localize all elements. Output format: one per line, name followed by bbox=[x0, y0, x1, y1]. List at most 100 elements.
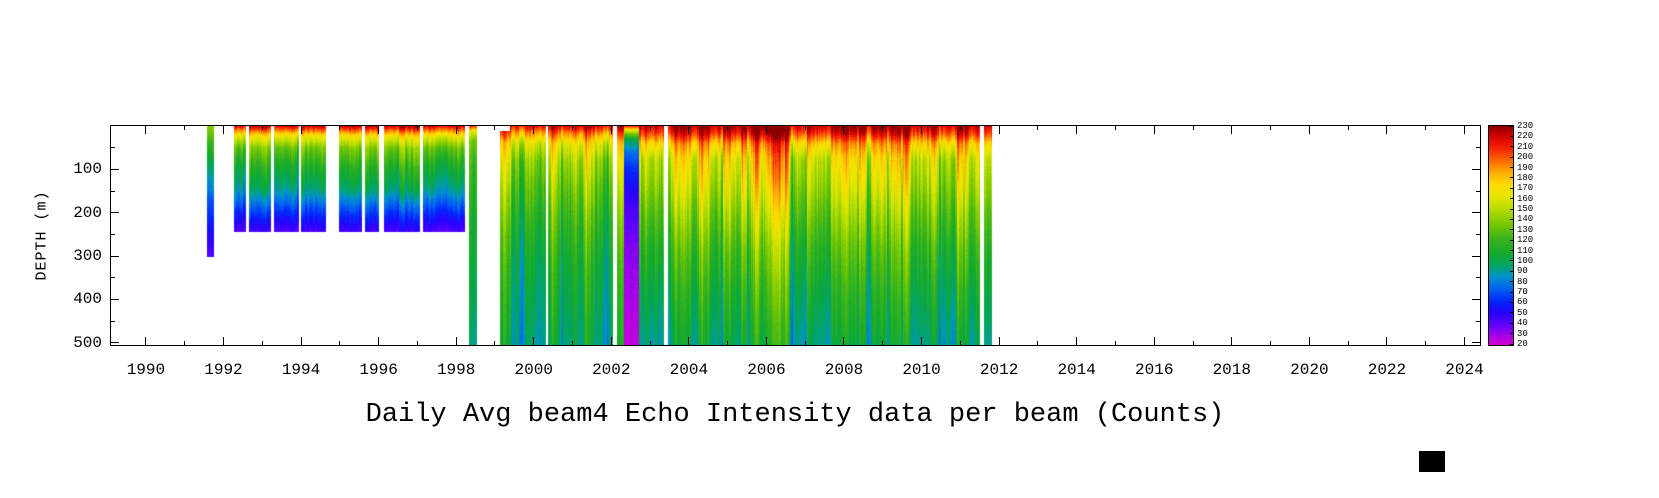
colorbar-tick-label: 230 bbox=[1517, 121, 1534, 131]
colorbar-tick-label: 40 bbox=[1517, 318, 1528, 329]
y-minor-tick bbox=[111, 190, 115, 192]
colorbar-tick bbox=[1510, 322, 1513, 324]
x-major-tick bbox=[610, 337, 612, 345]
colorbar-tick bbox=[1510, 291, 1513, 293]
x-major-tick bbox=[1463, 126, 1465, 134]
x-tick-label: 1996 bbox=[359, 361, 398, 379]
x-minor-tick bbox=[1347, 341, 1349, 345]
colorbar-tick bbox=[1510, 250, 1513, 252]
x-major-tick bbox=[300, 337, 302, 345]
colorbar-tick-label: 160 bbox=[1517, 193, 1534, 204]
x-minor-tick bbox=[572, 126, 573, 130]
y-minor-tick bbox=[111, 147, 115, 149]
x-minor-tick bbox=[572, 341, 573, 345]
x-major-tick bbox=[843, 337, 845, 345]
x-tick-label: 2000 bbox=[514, 361, 553, 379]
colorbar-tick bbox=[1510, 167, 1513, 169]
x-major-tick bbox=[1076, 126, 1078, 134]
x-major-tick bbox=[843, 126, 845, 134]
x-major-tick bbox=[145, 126, 147, 134]
x-major-tick bbox=[1386, 337, 1388, 345]
y-tick-label: 100 bbox=[73, 160, 102, 179]
x-major-tick bbox=[765, 337, 767, 345]
x-tick-label: 2022 bbox=[1367, 361, 1407, 379]
colorbar-tick-label: 210 bbox=[1517, 141, 1534, 152]
x-major-tick bbox=[765, 126, 767, 134]
x-minor-tick bbox=[1192, 341, 1194, 345]
y-major-tick bbox=[111, 212, 119, 214]
x-tick-label: 2024 bbox=[1445, 361, 1484, 379]
colorbar-tick-label: 120 bbox=[1517, 235, 1534, 246]
colorbar-tick bbox=[1510, 125, 1513, 127]
x-major-tick bbox=[300, 126, 302, 134]
x-minor-tick bbox=[1192, 126, 1194, 130]
x-major-tick bbox=[1463, 337, 1465, 345]
y-major-tick bbox=[1472, 168, 1480, 170]
colorbar-tick bbox=[1510, 208, 1513, 210]
x-minor-tick bbox=[184, 341, 186, 345]
colorbar-tick-label: 200 bbox=[1517, 152, 1534, 163]
x-tick-label: 1998 bbox=[436, 361, 476, 379]
colorbar-tick-label: 70 bbox=[1517, 287, 1528, 298]
x-minor-tick bbox=[339, 341, 341, 345]
x-minor-tick bbox=[727, 341, 729, 345]
x-minor-tick bbox=[494, 341, 496, 345]
x-minor-tick bbox=[804, 126, 806, 130]
colorbar-tick-label: 30 bbox=[1517, 328, 1528, 339]
colorbar-tick-label: 180 bbox=[1517, 172, 1534, 183]
y-minor-tick bbox=[111, 320, 115, 322]
y-tick-label: 300 bbox=[73, 247, 102, 266]
colorbar-tick bbox=[1510, 333, 1513, 335]
colorbar-tick-label: 90 bbox=[1517, 266, 1528, 277]
x-major-tick bbox=[921, 126, 923, 134]
y-major-tick bbox=[111, 298, 119, 300]
y-minor-tick bbox=[111, 277, 115, 279]
x-minor-tick bbox=[339, 126, 341, 130]
y-minor-tick bbox=[1476, 233, 1480, 235]
y-tick-label: 400 bbox=[73, 290, 102, 309]
colorbar-tick bbox=[1510, 343, 1513, 345]
colorbar-tick-label: 140 bbox=[1517, 214, 1534, 225]
x-minor-tick bbox=[882, 126, 884, 130]
x-major-tick bbox=[1153, 126, 1155, 134]
colorbar-tick bbox=[1510, 301, 1513, 303]
colorbar-tick bbox=[1510, 177, 1513, 179]
x-major-tick bbox=[222, 337, 224, 345]
y-major-tick bbox=[111, 342, 119, 344]
colorbar-tick bbox=[1510, 187, 1513, 189]
x-minor-tick bbox=[882, 341, 884, 345]
x-minor-tick bbox=[649, 341, 651, 345]
x-tick-label: 1990 bbox=[126, 361, 166, 379]
x-tick-label: 2014 bbox=[1057, 361, 1096, 379]
x-tick-label: 2008 bbox=[824, 361, 864, 379]
colorbar-tick bbox=[1510, 146, 1513, 148]
x-major-tick bbox=[455, 337, 457, 345]
y-minor-tick bbox=[111, 233, 115, 235]
x-minor-tick bbox=[804, 341, 806, 345]
colorbar-tick bbox=[1510, 135, 1513, 137]
x-tick-label: 2002 bbox=[592, 361, 631, 379]
x-tick-label: 1994 bbox=[281, 361, 321, 379]
colorbar-tick-label: 130 bbox=[1517, 224, 1534, 235]
x-major-tick bbox=[1308, 126, 1310, 134]
x-minor-tick bbox=[1114, 341, 1116, 345]
x-tick-label: 2018 bbox=[1212, 361, 1251, 379]
colorbar-tick bbox=[1510, 281, 1513, 283]
colorbar-tick-label: 20 bbox=[1517, 339, 1528, 349]
x-major-tick bbox=[998, 126, 1000, 134]
y-major-tick bbox=[1472, 342, 1480, 344]
plot-area bbox=[110, 125, 1481, 346]
y-axis-title-wrap: DEPTH (m) bbox=[32, 125, 52, 346]
x-minor-tick bbox=[1037, 126, 1039, 130]
colorbar-tick-label: 170 bbox=[1517, 183, 1534, 194]
x-minor-tick bbox=[1270, 341, 1272, 345]
colorbar bbox=[1488, 125, 1514, 346]
x-minor-tick bbox=[649, 126, 651, 130]
x-minor-tick bbox=[1037, 341, 1039, 345]
colorbar-tick-label: 100 bbox=[1517, 255, 1534, 266]
heatmap-canvas bbox=[111, 126, 1480, 345]
y-major-tick bbox=[1472, 255, 1480, 257]
colorbar-tick bbox=[1510, 156, 1513, 158]
chart-title: Daily Avg beam4 Echo Intensity data per … bbox=[365, 400, 1225, 430]
